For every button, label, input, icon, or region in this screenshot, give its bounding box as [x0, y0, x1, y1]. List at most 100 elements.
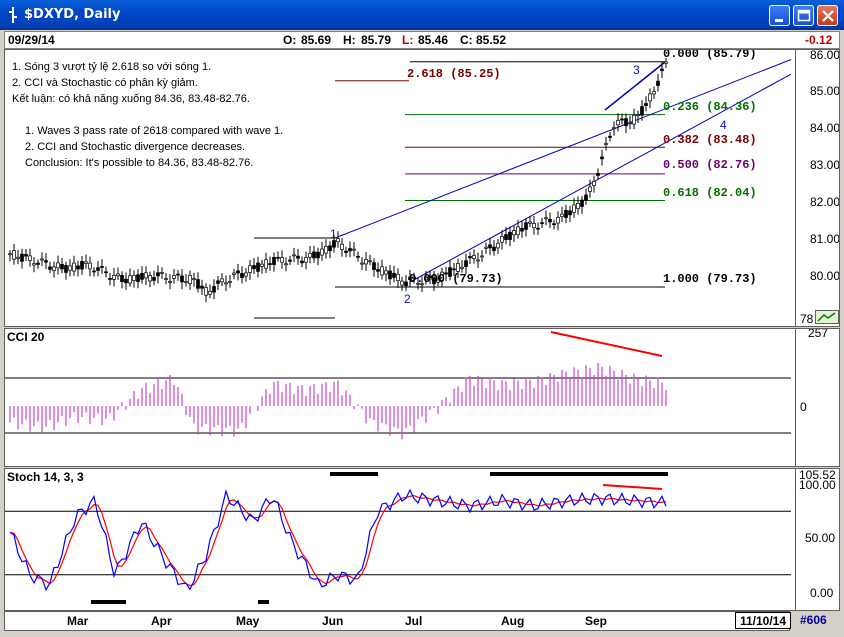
stoch-tick: 105.52	[799, 468, 836, 482]
cci-divergence-line	[550, 331, 663, 357]
price-bar-body	[504, 234, 508, 240]
price-bar-body	[580, 199, 584, 207]
price-bar-body	[556, 217, 560, 224]
price-bar-body	[640, 106, 644, 116]
fib-label-500: 0.500 (82.76)	[663, 158, 757, 172]
price-bar-body	[612, 127, 616, 130]
note-en-3: Conclusion: It's possible to 84.36, 83.4…	[25, 157, 254, 169]
price-bar-body	[288, 259, 292, 262]
cci-panel[interactable]: CCI 20 257 0	[4, 328, 840, 467]
quote-bar: 09/29/14 O: 85.69 H: 85.79 L: 85.46 C: 8…	[4, 31, 840, 49]
price-bar-body	[560, 213, 564, 217]
maximize-button[interactable]	[793, 5, 814, 26]
price-bar-body	[636, 114, 640, 116]
price-bar-body	[596, 173, 600, 176]
price-bar-body	[324, 245, 328, 254]
price-bar-body	[520, 227, 524, 232]
price-bar-body	[52, 266, 56, 271]
price-bar-body	[80, 261, 84, 270]
price-bar-body	[240, 273, 244, 278]
price-tick: 81.00	[810, 232, 840, 246]
price-bar-body	[156, 272, 160, 277]
price-bar-body	[108, 278, 112, 280]
price-bar-body	[216, 280, 220, 284]
price-bar-body	[256, 262, 260, 272]
price-bar-body	[652, 91, 656, 95]
price-bar-body	[456, 262, 460, 272]
price-bar-body	[284, 263, 288, 266]
minimize-button[interactable]	[769, 5, 790, 26]
month-label: Aug	[501, 614, 525, 628]
stoch-panel[interactable]: Stoch 14, 3, 3 105.52 100.00 50.00 0.00	[4, 468, 840, 611]
price-bar-body	[428, 275, 432, 279]
price-bar-body	[624, 118, 628, 127]
price-bar-body	[600, 156, 604, 160]
price-bar-body	[412, 276, 416, 279]
fib-label-382: 0.382 (83.48)	[663, 133, 757, 147]
price-bar-body	[208, 290, 212, 295]
price-bar-body	[72, 262, 76, 272]
stoch-axis: 105.52 100.00 50.00 0.00	[795, 468, 839, 610]
price-bar-body	[8, 253, 12, 256]
month-label: May	[236, 614, 260, 628]
price-tick: 85.00	[810, 84, 840, 98]
price-bar-body	[336, 238, 340, 243]
price-bar-body	[148, 275, 152, 282]
price-bar-body	[340, 243, 344, 250]
close-label: C:	[460, 33, 473, 47]
channel-line-upper	[334, 59, 791, 239]
chart-app-icon	[6, 6, 20, 24]
price-bar-body	[484, 246, 488, 249]
price-bar-body	[496, 242, 500, 249]
price-bar-body	[356, 255, 360, 258]
price-bar-body	[632, 115, 636, 125]
fib-label-1000: 1.000 (79.73)	[663, 272, 757, 286]
status-code: #606	[800, 613, 827, 627]
price-bar-body	[260, 263, 264, 267]
price-bar-body	[408, 276, 412, 280]
wave-label-3: 3	[633, 63, 640, 77]
price-bar-body	[116, 273, 120, 277]
open-label: O:	[283, 33, 297, 47]
price-bar-body	[128, 275, 132, 284]
chart-scale-icon[interactable]	[815, 310, 839, 324]
price-panel[interactable]: 86.00 85.00 84.00 83.00 82.00 81.00 80.0…	[4, 49, 840, 327]
price-bar-body	[184, 281, 188, 283]
price-bar-body	[252, 265, 256, 270]
price-bar-body	[192, 278, 196, 280]
price-bar-body	[532, 223, 536, 229]
note-en-2: 2. CCI and Stochastic divergence decreas…	[25, 141, 246, 153]
price-bar-body	[168, 281, 172, 283]
maximize-icon	[797, 9, 811, 22]
price-bar-body	[472, 255, 476, 259]
price-bar-body	[68, 265, 72, 271]
price-bar-body	[364, 259, 368, 265]
close-button[interactable]	[817, 5, 838, 26]
channel-line-lower	[409, 73, 791, 283]
price-tick: 83.00	[810, 158, 840, 172]
price-bar-body	[64, 265, 68, 273]
wave-label-1: 1	[330, 227, 337, 241]
price-bar-body	[268, 263, 272, 265]
price-bar-body	[244, 272, 248, 277]
price-bar-body	[584, 194, 588, 201]
note-vi-1: 1. Sóng 3 vượt tỷ lệ 2.618 so với sóng 1…	[12, 61, 212, 73]
price-bar-body	[352, 248, 356, 251]
price-bar-body	[220, 278, 224, 283]
low-value: 85.46	[418, 33, 449, 47]
low-label: L:	[402, 33, 414, 47]
price-bar-body	[368, 260, 372, 263]
price-bar-body	[516, 226, 520, 236]
wave3-line	[604, 61, 666, 111]
price-bar-body	[296, 255, 300, 259]
close-value: 85.52	[476, 33, 507, 47]
price-bar-body	[160, 272, 164, 274]
price-bar-body	[316, 251, 320, 259]
price-bar-body	[276, 256, 280, 259]
price-bar-body	[440, 271, 444, 281]
price-bar-body	[424, 276, 428, 281]
price-bar-body	[112, 274, 116, 280]
note-vi-2: 2. CCI và Stochastic có phân kỳ giảm.	[12, 77, 198, 89]
stoch-chart	[5, 472, 791, 604]
price-bar-body	[32, 263, 36, 266]
